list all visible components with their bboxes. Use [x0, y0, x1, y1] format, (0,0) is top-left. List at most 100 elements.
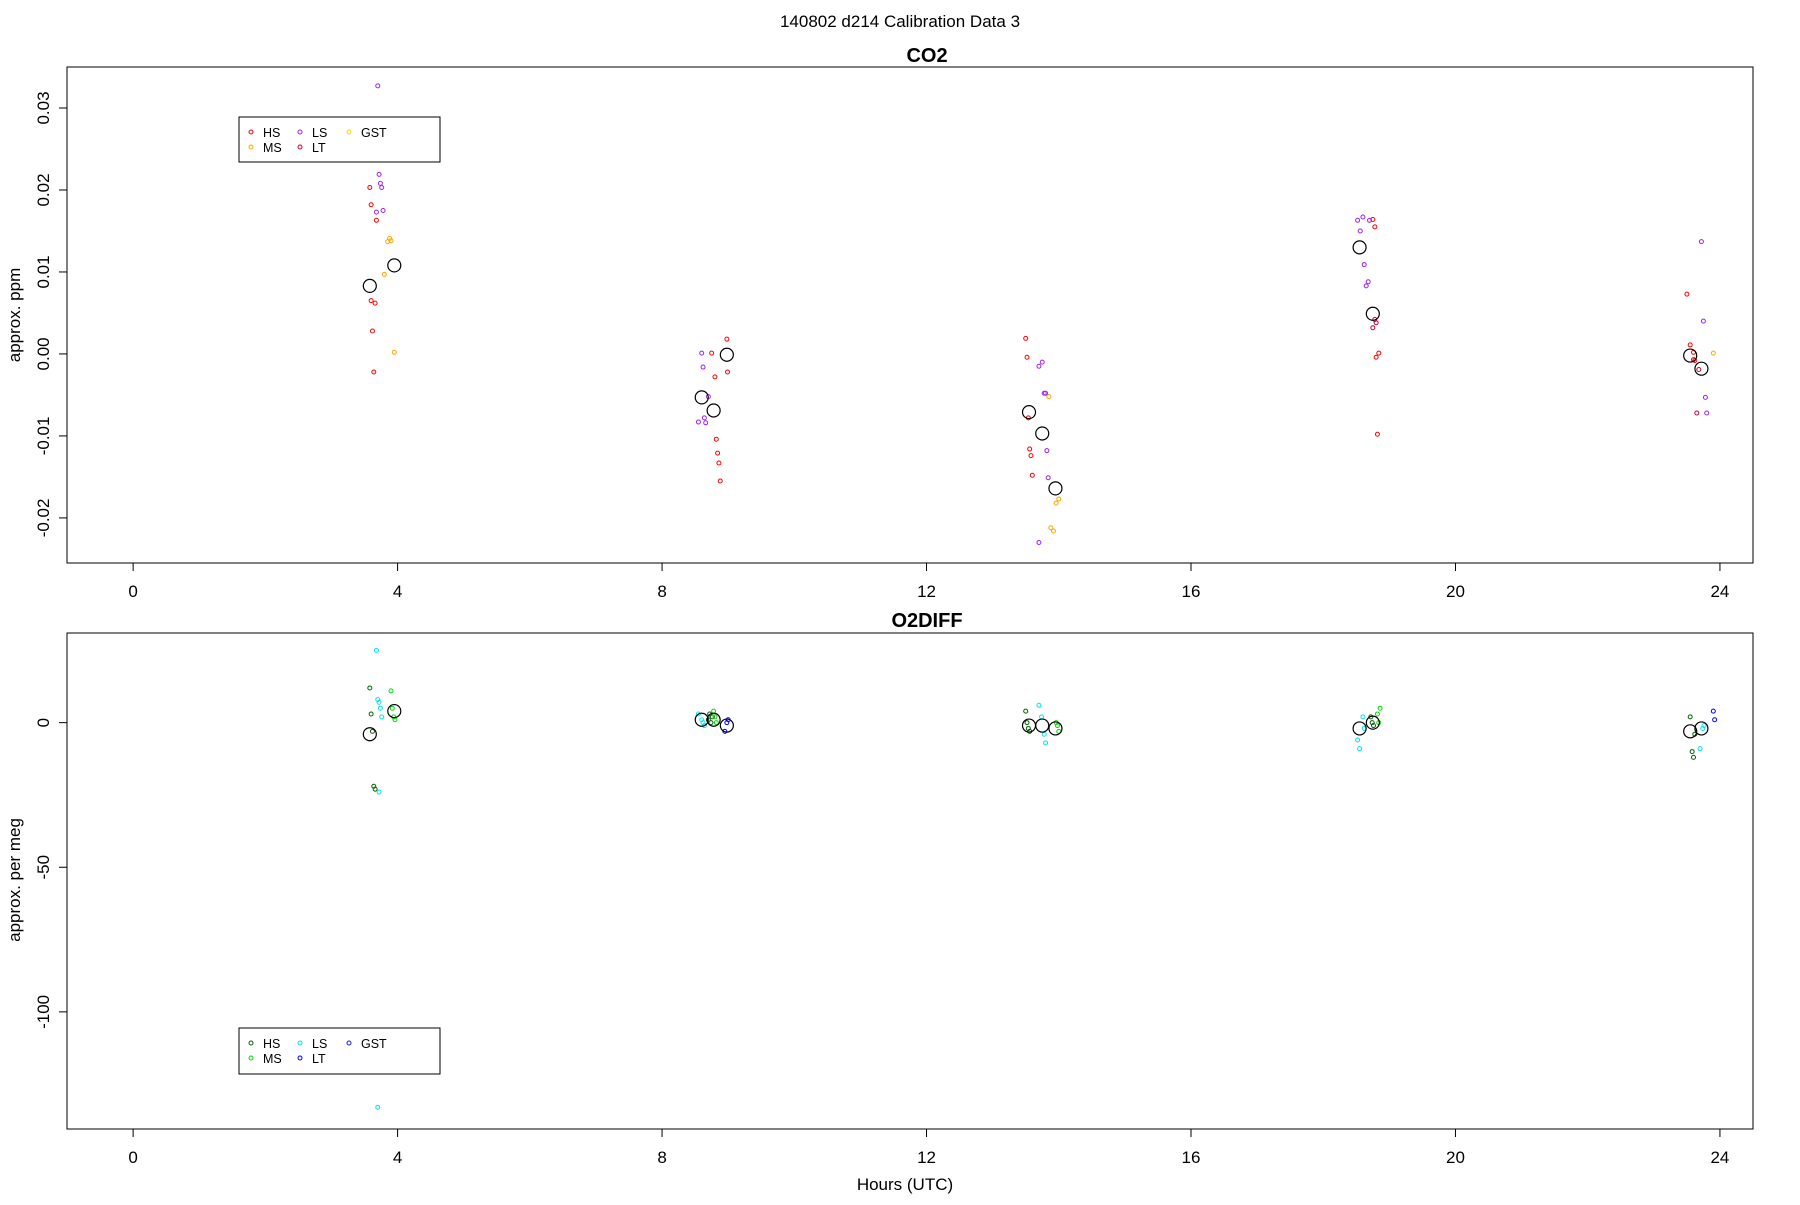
- o2-legend-label-ls: LS: [312, 1037, 327, 1051]
- co2-y-axis: -0.02 -0.01 0.00 0.01 0.02 0.03: [34, 91, 68, 538]
- figure-title: 140802 d214 Calibration Data 3: [780, 12, 1020, 31]
- co2-legend-marker-hs: [248, 129, 254, 135]
- co2-mean-point: [1683, 348, 1698, 363]
- co2-y-tick-label: 0.01: [34, 255, 53, 288]
- o2-x-tick-label: 8: [657, 1148, 666, 1167]
- o2-point-ls: [1701, 723, 1707, 729]
- o2-point-hs: [372, 786, 378, 792]
- co2-x-tick-label: 24: [1710, 582, 1729, 601]
- o2-panel: O2DIFF approx. per meg 0 4 8 12 16 20 24 -100-…: [5, 610, 1754, 1167]
- co2-title: CO2: [906, 45, 947, 67]
- co2-point-hs: [1024, 354, 1030, 360]
- co2-point-hs: [709, 350, 715, 356]
- co2-point-hs: [1373, 354, 1379, 360]
- co2-x-tick-label: 4: [393, 582, 402, 601]
- co2-point-ls: [375, 83, 381, 89]
- co2-point-ls: [1039, 359, 1045, 365]
- co2-point-ls: [1045, 475, 1051, 481]
- co2-point-ms: [1056, 496, 1062, 502]
- o2-y-tick-label: 0: [34, 718, 53, 727]
- co2-point-ls: [1036, 363, 1042, 369]
- o2-point-ls: [377, 705, 383, 711]
- co2-point-ls: [699, 350, 705, 356]
- co2-point-hs: [1028, 453, 1034, 459]
- co2-point-ls: [1043, 390, 1049, 396]
- co2-point-hs: [1376, 350, 1382, 356]
- co2-point-hs: [371, 369, 377, 375]
- co2-point-hs: [1684, 291, 1690, 297]
- co2-point-ls: [1044, 448, 1050, 454]
- o2-point-ls: [1697, 746, 1703, 752]
- o2-legend-label-ms: MS: [263, 1052, 282, 1066]
- o2-point-ls: [1360, 714, 1366, 720]
- co2-x-tick-label: 12: [917, 582, 936, 601]
- co2-legend-box: [238, 116, 441, 163]
- o2-point-ls: [376, 789, 382, 795]
- o2-point-ls: [376, 699, 382, 705]
- o2-point-lt: [1710, 708, 1716, 714]
- o2-point-ls: [1039, 714, 1045, 720]
- co2-point-ls: [1367, 217, 1373, 223]
- co2-point-hs: [712, 374, 718, 380]
- co2-mean-point: [1352, 240, 1367, 255]
- o2-point-ls: [1357, 746, 1363, 752]
- o2-point-hs: [1689, 749, 1695, 755]
- o2-legend-marker-ls: [297, 1040, 303, 1046]
- co2-point-ms: [381, 271, 387, 277]
- co2-point-ms: [391, 349, 397, 355]
- o2-point-ms: [389, 705, 395, 711]
- o2-mean-point: [719, 718, 734, 733]
- o2-y-tick-label: -100: [34, 995, 53, 1029]
- co2-point-ls: [380, 207, 386, 213]
- o2-point-ms: [712, 714, 718, 720]
- o2-x-tick-label: 16: [1182, 1148, 1201, 1167]
- co2-point-ls: [1360, 214, 1366, 220]
- o2-point-ls: [1355, 737, 1361, 743]
- co2-point-ls: [1698, 239, 1704, 245]
- o2-point-hs: [1687, 714, 1693, 720]
- co2-point-ms: [387, 235, 393, 241]
- co2-point-hs: [1374, 431, 1380, 437]
- co2-point-hs: [713, 436, 719, 442]
- co2-x-tick-label: 20: [1446, 582, 1465, 601]
- co2-legend-label-ms: MS: [263, 141, 282, 155]
- co2-point-ls: [379, 185, 385, 191]
- co2-x-tick-label: 8: [657, 582, 666, 601]
- co2-point-hs: [1029, 472, 1035, 478]
- o2-point-hs: [1690, 754, 1696, 760]
- o2-legend-label-lt: LT: [312, 1052, 326, 1066]
- co2-point-ms: [1050, 528, 1056, 534]
- o2-legend-box: [238, 1027, 441, 1075]
- co2-point-hs: [368, 298, 374, 304]
- co2-point-hs: [1027, 446, 1033, 452]
- co2-point-hs: [1370, 216, 1376, 222]
- co2-y-tick-label: -0.01: [34, 417, 53, 456]
- co2-point-ls: [701, 415, 707, 421]
- o2-point-ms: [1377, 705, 1383, 711]
- co2-point-ls: [1357, 228, 1363, 234]
- co2-point-ls: [1702, 394, 1708, 400]
- co2-y-tick-label: 0.00: [34, 337, 53, 370]
- co2-x-axis: 0 4 8 12 16 20 24: [128, 562, 1729, 601]
- co2-point-ms: [1048, 525, 1054, 531]
- o2-x-axis: 0 4 8 12 16 20 24: [128, 1128, 1729, 1167]
- co2-point-hs: [724, 336, 730, 342]
- co2-legend-label-hs: HS: [263, 126, 280, 140]
- o2-point-ms: [713, 720, 719, 726]
- co2-y-tick-label: 0.02: [34, 173, 53, 206]
- co2-point-hs: [372, 300, 378, 306]
- o2-point-hs: [1024, 720, 1030, 726]
- co2-legend-marker-gst: [346, 129, 352, 135]
- co2-y-tick-label: -0.02: [34, 499, 53, 538]
- o2-mean-point: [1048, 721, 1063, 736]
- o2-point-hs: [708, 720, 714, 726]
- co2-point-ls: [1704, 410, 1710, 416]
- co2-mean-point: [1365, 306, 1380, 321]
- co2-mean-point: [362, 278, 377, 293]
- co2-point-hs: [369, 328, 375, 334]
- o2-mean-point: [694, 712, 709, 727]
- o2-legend-marker-ms: [248, 1055, 254, 1061]
- o2-legend-label-hs: HS: [263, 1037, 280, 1051]
- co2-point-ls: [700, 364, 706, 370]
